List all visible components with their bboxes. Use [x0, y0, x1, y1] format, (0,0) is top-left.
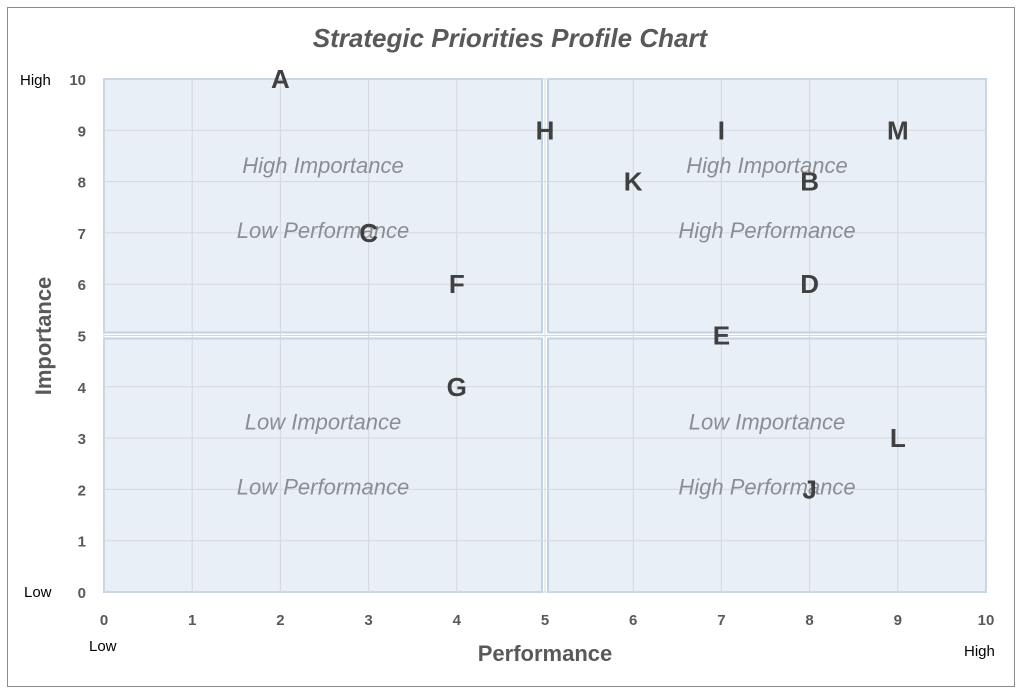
y-tick-label: 0: [78, 585, 86, 602]
data-point-i: I: [718, 115, 725, 145]
quadrant-label-bottom-left-importance: Low Importance: [245, 409, 402, 434]
x-tick-label: 1: [188, 612, 196, 629]
quadrant-label-top-right-importance: High Importance: [686, 153, 847, 178]
x-tick-label: 10: [978, 612, 995, 629]
data-point-b: B: [800, 167, 819, 197]
quadrant-bottom-right: [547, 337, 987, 593]
data-point-a: A: [271, 64, 290, 94]
quadrant-layer: [103, 78, 987, 593]
quadrant-top-left: [103, 78, 543, 334]
quadrant-top-right: [547, 78, 987, 334]
y-tick-label: 9: [78, 123, 86, 140]
y-tick-label: 5: [78, 329, 86, 346]
data-point-e: E: [713, 321, 730, 351]
point-layer: A B C D E F G H I J K L M: [271, 64, 909, 504]
data-point-j: J: [802, 474, 816, 504]
x-tick-label: 5: [541, 612, 549, 629]
x-low-label: Low: [89, 638, 117, 655]
y-axis-title: Importance: [31, 277, 56, 396]
x-tick-label: 8: [805, 612, 813, 629]
data-point-g: G: [447, 372, 467, 402]
x-tick-label: 2: [276, 612, 284, 629]
y-tick-label: 10: [69, 72, 86, 89]
quadrant-label-bottom-left-performance: Low Performance: [237, 475, 409, 500]
y-tick-label: 2: [78, 482, 86, 499]
x-tick-label: 9: [894, 612, 902, 629]
y-tick-label: 8: [78, 175, 86, 192]
data-point-k: K: [624, 167, 643, 197]
quadrant-label-bottom-right-importance: Low Importance: [689, 409, 846, 434]
data-point-d: D: [800, 269, 819, 299]
x-tick-label: 7: [717, 612, 725, 629]
grid-layer: [103, 78, 987, 593]
quadrant-label-layer: High Importance Low Performance High Impor…: [237, 153, 856, 500]
chart-title: Strategic Priorities Profile Chart: [313, 23, 709, 53]
x-tick-label: 3: [364, 612, 372, 629]
quadrant-label-bottom-right-performance: High Performance: [678, 475, 855, 500]
x-high-label: High: [964, 643, 995, 660]
quadrant-bottom-left: [103, 337, 543, 593]
x-tick-label: 0: [100, 612, 108, 629]
data-point-m: M: [887, 115, 909, 145]
x-tick-label: 6: [629, 612, 637, 629]
quadrant-label-top-left-importance: High Importance: [242, 153, 403, 178]
tick-layer: 0 1 2 3 4 5 6 7 8 9 10 0 1 2 3 4 5 6 7 8 9 10: [69, 72, 994, 629]
y-high-label: High: [20, 72, 51, 89]
x-tick-label: 4: [453, 612, 462, 629]
data-point-f: F: [449, 269, 465, 299]
data-point-h: H: [536, 115, 555, 145]
x-axis-title: Performance: [478, 641, 613, 666]
y-tick-label: 4: [78, 380, 87, 397]
y-tick-label: 1: [78, 534, 86, 551]
quadrant-label-top-left-performance: Low Performance: [237, 218, 409, 243]
quadrant-label-top-right-performance: High Performance: [678, 218, 855, 243]
y-tick-label: 6: [78, 277, 86, 294]
data-point-l: L: [890, 423, 906, 453]
y-tick-label: 3: [78, 431, 86, 448]
y-tick-label: 7: [78, 226, 86, 243]
y-low-label: Low: [24, 584, 52, 601]
data-point-c: C: [359, 218, 378, 248]
